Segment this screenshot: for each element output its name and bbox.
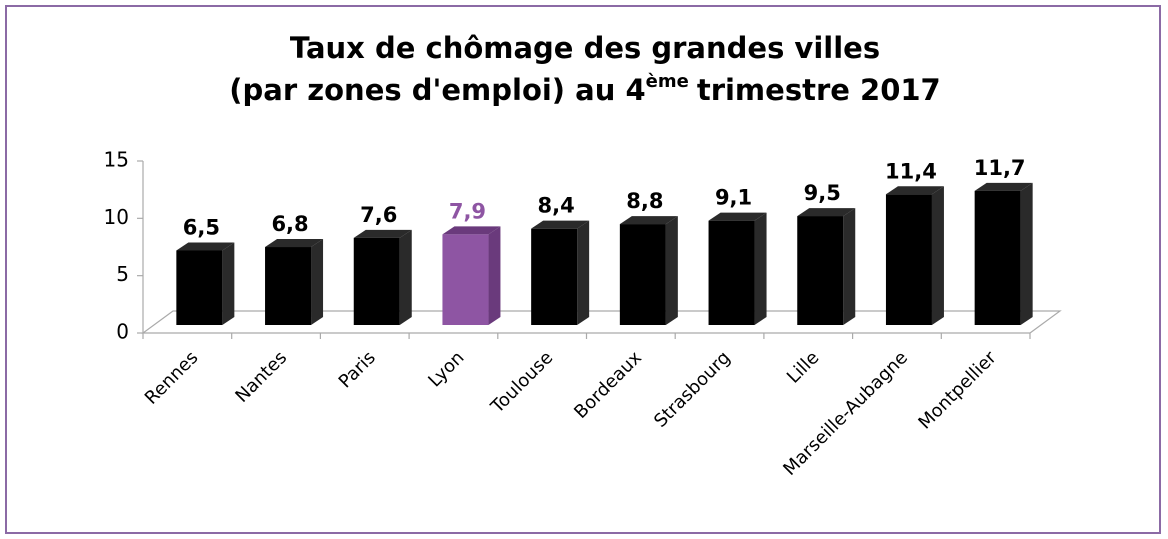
value-label: 6,8 [271,212,308,236]
bar-face [265,247,312,325]
bar [619,216,678,325]
bar [974,182,1033,325]
value-label: 7,6 [360,203,397,227]
y-tick-label: 15 [104,148,129,172]
value-label: 9,1 [715,186,752,210]
bar-face [974,182,1033,191]
bar-face [311,239,324,325]
bar-face [665,216,678,325]
value-label: 7,9 [449,199,486,223]
bar-face [353,237,400,325]
y-tick-label: 5 [116,262,129,286]
bar [442,226,501,325]
bar-face [265,239,324,248]
bar-face [222,242,235,325]
value-label: 11,4 [885,159,937,183]
bar-face [353,229,412,238]
bar-face [619,224,666,325]
bar-face [708,212,767,221]
bar [353,229,412,325]
bar-face [708,220,755,325]
title-part: trimestre 2017 [697,73,941,107]
bar-face [797,216,844,325]
bar-face [885,194,932,325]
title-sup: ème [646,71,689,92]
bar-face [176,242,235,251]
bar-face [442,234,489,325]
bar [885,186,944,325]
bar-face [974,190,1021,325]
bar-face [931,186,944,325]
value-label: 11,7 [974,156,1026,180]
value-label: 8,4 [538,194,575,218]
bar-face [531,228,578,325]
title-part: (par zones d'emploi) au 4 [229,73,645,107]
bar-face [885,186,944,195]
bar [265,239,324,325]
y-tick-label: 10 [104,205,129,229]
bar [708,212,767,325]
bar-face [442,226,501,235]
chart-title: (par zones d'emploi) au 4ème trimestre 20… [229,71,940,107]
bar-face [843,208,856,325]
value-label: 6,5 [183,215,220,239]
bar-face [531,220,590,229]
y-tick-label: 0 [116,320,129,344]
bar [531,220,590,325]
bar-face [619,216,678,225]
bar [176,242,235,325]
bar-face [797,208,856,217]
bar-face [488,226,501,325]
value-label: 8,8 [626,189,663,213]
bar-face [1020,182,1033,325]
bar [797,208,856,325]
bar-face [754,212,767,325]
bar-face [577,220,590,325]
bar-face [176,250,223,325]
chart-title: Taux de chômage des grandes villes [290,31,880,65]
value-label: 9,5 [804,181,841,205]
bar-face [399,229,412,325]
